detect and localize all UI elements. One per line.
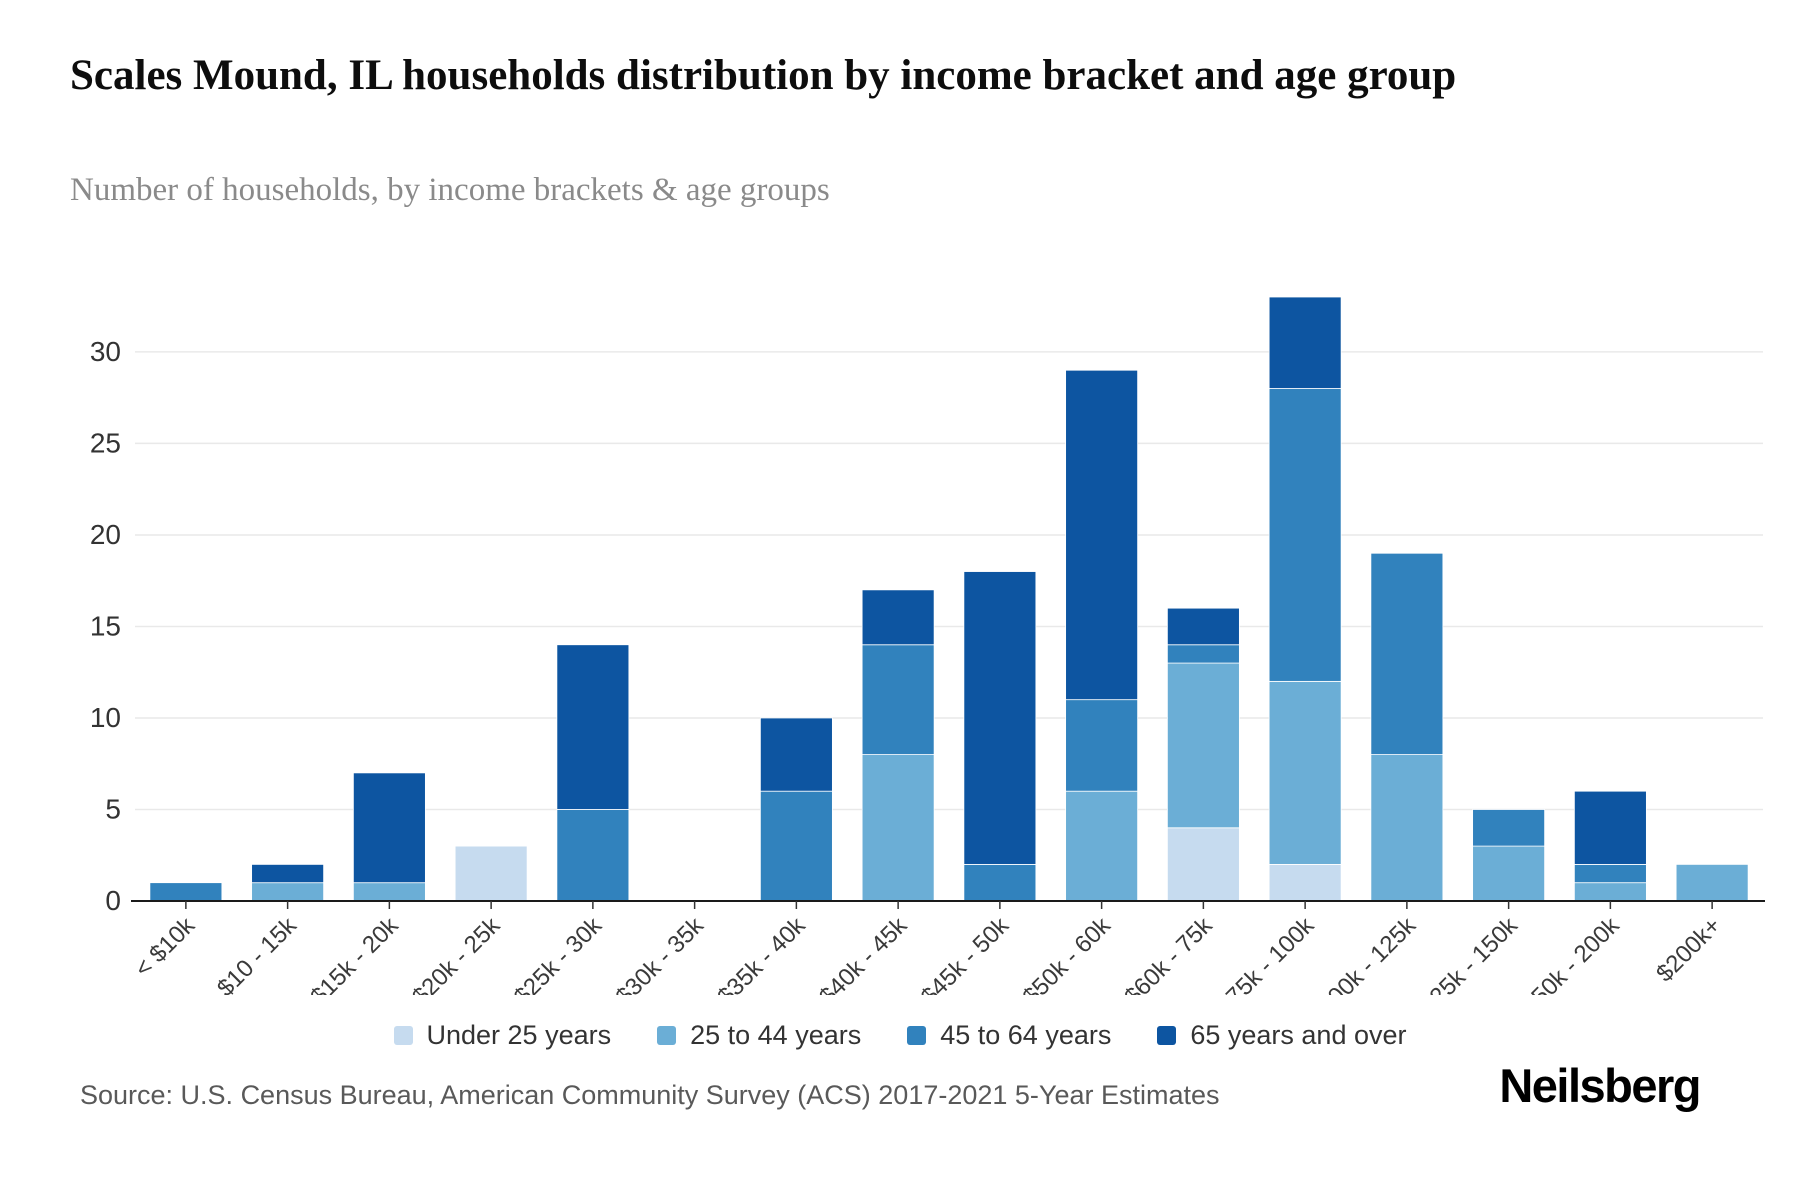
bar-segment[interactable] bbox=[1268, 680, 1342, 865]
legend-item[interactable]: Under 25 years bbox=[393, 1020, 612, 1051]
bar-segment[interactable] bbox=[759, 790, 833, 902]
bar-segment[interactable] bbox=[1573, 882, 1647, 902]
legend-item[interactable]: 65 years and over bbox=[1157, 1020, 1407, 1051]
x-tick-label: $10 - 15k bbox=[212, 911, 303, 995]
bar-segment[interactable] bbox=[251, 882, 325, 902]
bar-segment[interactable] bbox=[1166, 827, 1240, 902]
x-tick-label: $15k - 20k bbox=[305, 911, 404, 995]
x-tick-label: $60k - 75k bbox=[1119, 911, 1218, 995]
y-tick-label: 0 bbox=[105, 885, 121, 916]
bar-segment[interactable] bbox=[352, 882, 426, 902]
x-tick-label: $50k - 60k bbox=[1018, 911, 1117, 995]
x-tick-label: < $10k bbox=[130, 911, 201, 982]
x-tick-label: $100k - 125k bbox=[1304, 911, 1422, 995]
bar-segment[interactable] bbox=[1472, 845, 1546, 902]
bar-segment[interactable] bbox=[1166, 607, 1240, 646]
y-tick-label: 25 bbox=[90, 427, 121, 458]
bar-segment[interactable] bbox=[1268, 296, 1342, 389]
legend-swatch-icon bbox=[907, 1026, 927, 1045]
bar-segment[interactable] bbox=[1065, 369, 1139, 701]
legend-item[interactable]: 45 to 64 years bbox=[907, 1020, 1111, 1051]
x-tick-label: $30k - 35k bbox=[611, 911, 710, 995]
bar-segment[interactable] bbox=[1370, 552, 1444, 755]
bar-segment[interactable] bbox=[1166, 662, 1240, 829]
legend-label: 45 to 64 years bbox=[940, 1020, 1112, 1050]
bar-segment[interactable] bbox=[861, 589, 935, 646]
bar-segment[interactable] bbox=[251, 863, 325, 884]
bar-segment[interactable] bbox=[759, 717, 833, 792]
x-tick-label: $75k - 100k bbox=[1212, 911, 1320, 995]
bar-segment[interactable] bbox=[556, 644, 630, 810]
bar-segment[interactable] bbox=[1065, 790, 1139, 902]
chart-title: Scales Mound, IL households distribution… bbox=[70, 52, 1457, 99]
x-tick-label: $40k - 45k bbox=[814, 911, 913, 995]
bar-segment[interactable] bbox=[963, 571, 1037, 865]
legend-swatch-icon bbox=[393, 1026, 413, 1045]
legend-item[interactable]: 25 to 44 years bbox=[657, 1020, 861, 1051]
bar-segment[interactable] bbox=[861, 644, 935, 755]
brand-logo: Neilsberg bbox=[1499, 1059, 1701, 1112]
x-tick-label: $45k - 50k bbox=[916, 911, 1015, 995]
chart-legend: Under 25 years 25 to 44 years 45 to 64 yea… bbox=[0, 1020, 1800, 1051]
bar-segment[interactable] bbox=[1573, 790, 1647, 865]
bar-segment[interactable] bbox=[352, 772, 426, 884]
x-tick-label: $20k - 25k bbox=[407, 911, 506, 995]
bar-segment[interactable] bbox=[1268, 388, 1342, 682]
bar-segment[interactable] bbox=[861, 754, 935, 902]
chart-subtitle: Number of households, by income brackets… bbox=[70, 172, 830, 208]
y-tick-label: 30 bbox=[90, 336, 121, 367]
legend-label: Under 25 years bbox=[426, 1020, 612, 1050]
bar-segment[interactable] bbox=[149, 882, 223, 902]
x-tick-label: $150k - 200k bbox=[1507, 911, 1625, 995]
x-tick-label: $25k - 30k bbox=[509, 911, 608, 995]
bar-segment[interactable] bbox=[1370, 754, 1444, 902]
legend-label: 25 to 44 years bbox=[690, 1020, 862, 1050]
legend-swatch-icon bbox=[1157, 1026, 1177, 1045]
bar-segment[interactable] bbox=[1675, 863, 1749, 902]
legend-label: 65 years and over bbox=[1190, 1020, 1407, 1050]
bar-segment[interactable] bbox=[1166, 644, 1240, 664]
chart-area: 0 5 10 15 20 25 30 < $10k $10 - 15k $15k - 20k $20… bbox=[0, 235, 1800, 1029]
legend-swatch-icon bbox=[657, 1026, 677, 1045]
x-tick-label: $200k+ bbox=[1651, 912, 1726, 987]
y-tick-label: 5 bbox=[105, 793, 121, 824]
bar-segment[interactable] bbox=[1472, 809, 1546, 847]
y-tick-label: 20 bbox=[90, 519, 121, 550]
x-tick-label: $125k - 150k bbox=[1406, 911, 1524, 995]
y-tick-label: 15 bbox=[90, 610, 121, 641]
bar-segment[interactable] bbox=[1268, 863, 1342, 902]
source-note: Source: U.S. Census Bureau, American Com… bbox=[80, 1080, 1220, 1110]
bar-segment[interactable] bbox=[1573, 863, 1647, 884]
bar-segment[interactable] bbox=[556, 809, 630, 902]
bar-segment[interactable] bbox=[963, 863, 1037, 902]
y-tick-label: 10 bbox=[90, 702, 121, 733]
x-tick-label: $35k - 40k bbox=[712, 911, 811, 995]
bar-segment[interactable] bbox=[1065, 699, 1139, 792]
bar-segment[interactable] bbox=[454, 845, 528, 902]
